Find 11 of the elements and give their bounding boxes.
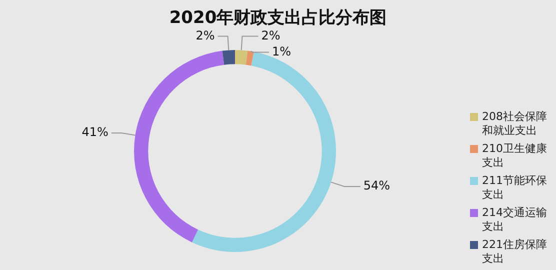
legend-label: 214交通运输支出: [482, 206, 548, 234]
data-label: 2%: [196, 28, 215, 42]
data-label: 1%: [272, 44, 292, 58]
legend-label: 211节能环保支出: [482, 174, 548, 202]
data-label: 54%: [363, 178, 390, 193]
legend-label: 210卫生健康支出: [482, 142, 548, 170]
data-label: 2%: [261, 28, 280, 42]
data-label: 41%: [82, 125, 108, 140]
legend-label: 208社会保障和就业支出: [482, 110, 548, 138]
chart-title: 2020年财政支出占比分布图: [168, 7, 388, 29]
legend-label: 221住房保障支出: [482, 238, 548, 266]
